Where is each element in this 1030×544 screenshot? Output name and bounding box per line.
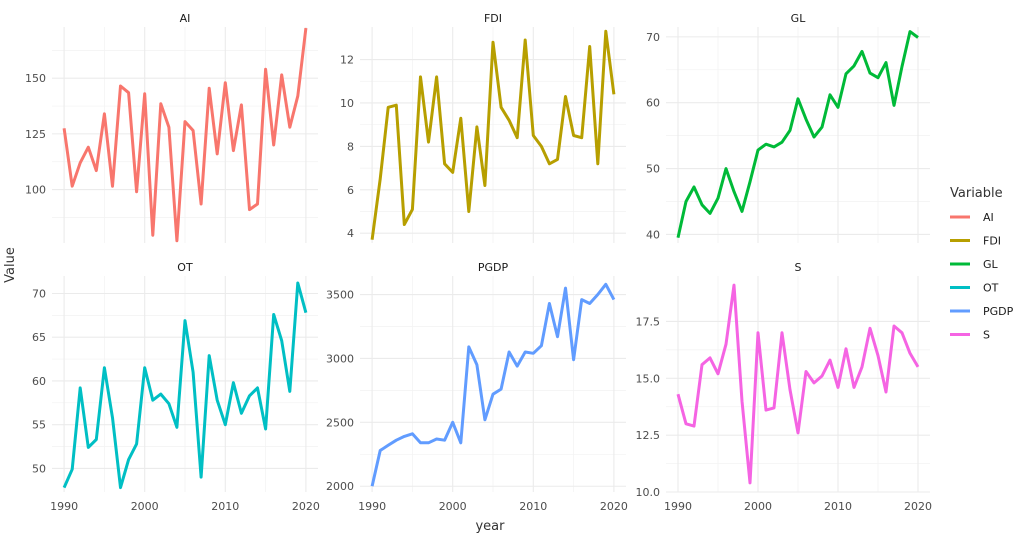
y-tick-label: 70 [646,31,660,44]
series-line-fdi [370,29,616,240]
facet-panel-pgdp: PGDP 2000 2500 3000 3500 1990 2000 2010 2020 [326,261,628,513]
y-tick-label: 125 [25,128,46,141]
series-line-s [676,283,920,485]
y-tick-label: 10 [340,97,354,110]
series-line-ai [62,27,308,243]
y-tick-label: 55 [32,419,46,432]
x-tick-label: 1990 [664,500,692,513]
y-tick-label: 10.0 [636,486,661,499]
y-tick-label: 70 [32,287,46,300]
facet-panel-gl: GL 40 50 60 70 [646,12,930,243]
x-tick-label: 2020 [292,500,320,513]
facet-strip-label: PGDP [478,261,509,274]
y-tick-label: 60 [646,97,660,110]
y-tick-label: 3000 [326,352,354,365]
y-tick-label: 2500 [326,416,354,429]
facet-strip-label: OT [177,261,193,274]
x-axis-title: year [475,519,505,534]
legend-label: AI [983,211,994,224]
facet-panel-s: S 10.0 12.5 15.0 17.5 1990 2000 2010 2020 [636,261,933,513]
y-tick-label: 100 [25,184,46,197]
y-tick-label: 12 [340,54,354,67]
y-tick-label: 50 [32,462,46,475]
legend-title: Variable [950,186,1003,201]
y-tick-label: 65 [32,331,46,344]
facet-panel-ot: OT 50 55 60 65 70 1990 2000 2010 2020 [32,261,320,513]
y-tick-label: 8 [347,140,354,153]
facet-strip-label: FDI [484,12,502,25]
y-tick-label: 6 [347,184,354,197]
x-tick-label: 1990 [50,500,78,513]
y-tick-label: 17.5 [636,315,661,328]
y-tick-label: 150 [25,72,46,85]
series-line-ot [62,281,308,490]
legend-label: PGDP [983,305,1014,318]
x-tick-label: 1990 [358,500,386,513]
y-tick-label: 40 [646,228,660,241]
facet-strip-label: S [795,261,802,274]
legend-label: OT [983,282,999,295]
legend: AI FDI GL OT PGDP S [950,211,1014,342]
x-tick-label: 2020 [904,500,932,513]
series-line-gl [676,30,919,239]
x-tick-label: 2010 [519,500,547,513]
y-tick-label: 12.5 [636,429,661,442]
x-tick-label: 2010 [824,500,852,513]
y-tick-label: 50 [646,163,660,176]
x-tick-label: 2000 [439,500,467,513]
facet-strip-label: GL [791,12,807,25]
facet-strip-label: AI [180,12,191,25]
series-line-pgdp [370,282,616,487]
y-tick-label: 4 [347,227,354,240]
y-tick-label: 2000 [326,480,354,493]
legend-label: GL [983,258,999,271]
legend-label: S [983,329,990,342]
x-tick-label: 2010 [211,500,239,513]
facet-panel-fdi: FDI 4 6 8 10 12 [340,12,626,243]
x-tick-label: 2000 [744,500,772,513]
legend-label: FDI [983,235,1001,248]
y-tick-label: 15.0 [636,372,661,385]
x-tick-label: 2020 [600,500,628,513]
y-axis-title: Value [3,247,18,283]
x-tick-label: 2000 [131,500,159,513]
facet-panel-ai: AI 100 125 150 [25,12,318,243]
y-tick-label: 60 [32,375,46,388]
y-tick-label: 3500 [326,289,354,302]
